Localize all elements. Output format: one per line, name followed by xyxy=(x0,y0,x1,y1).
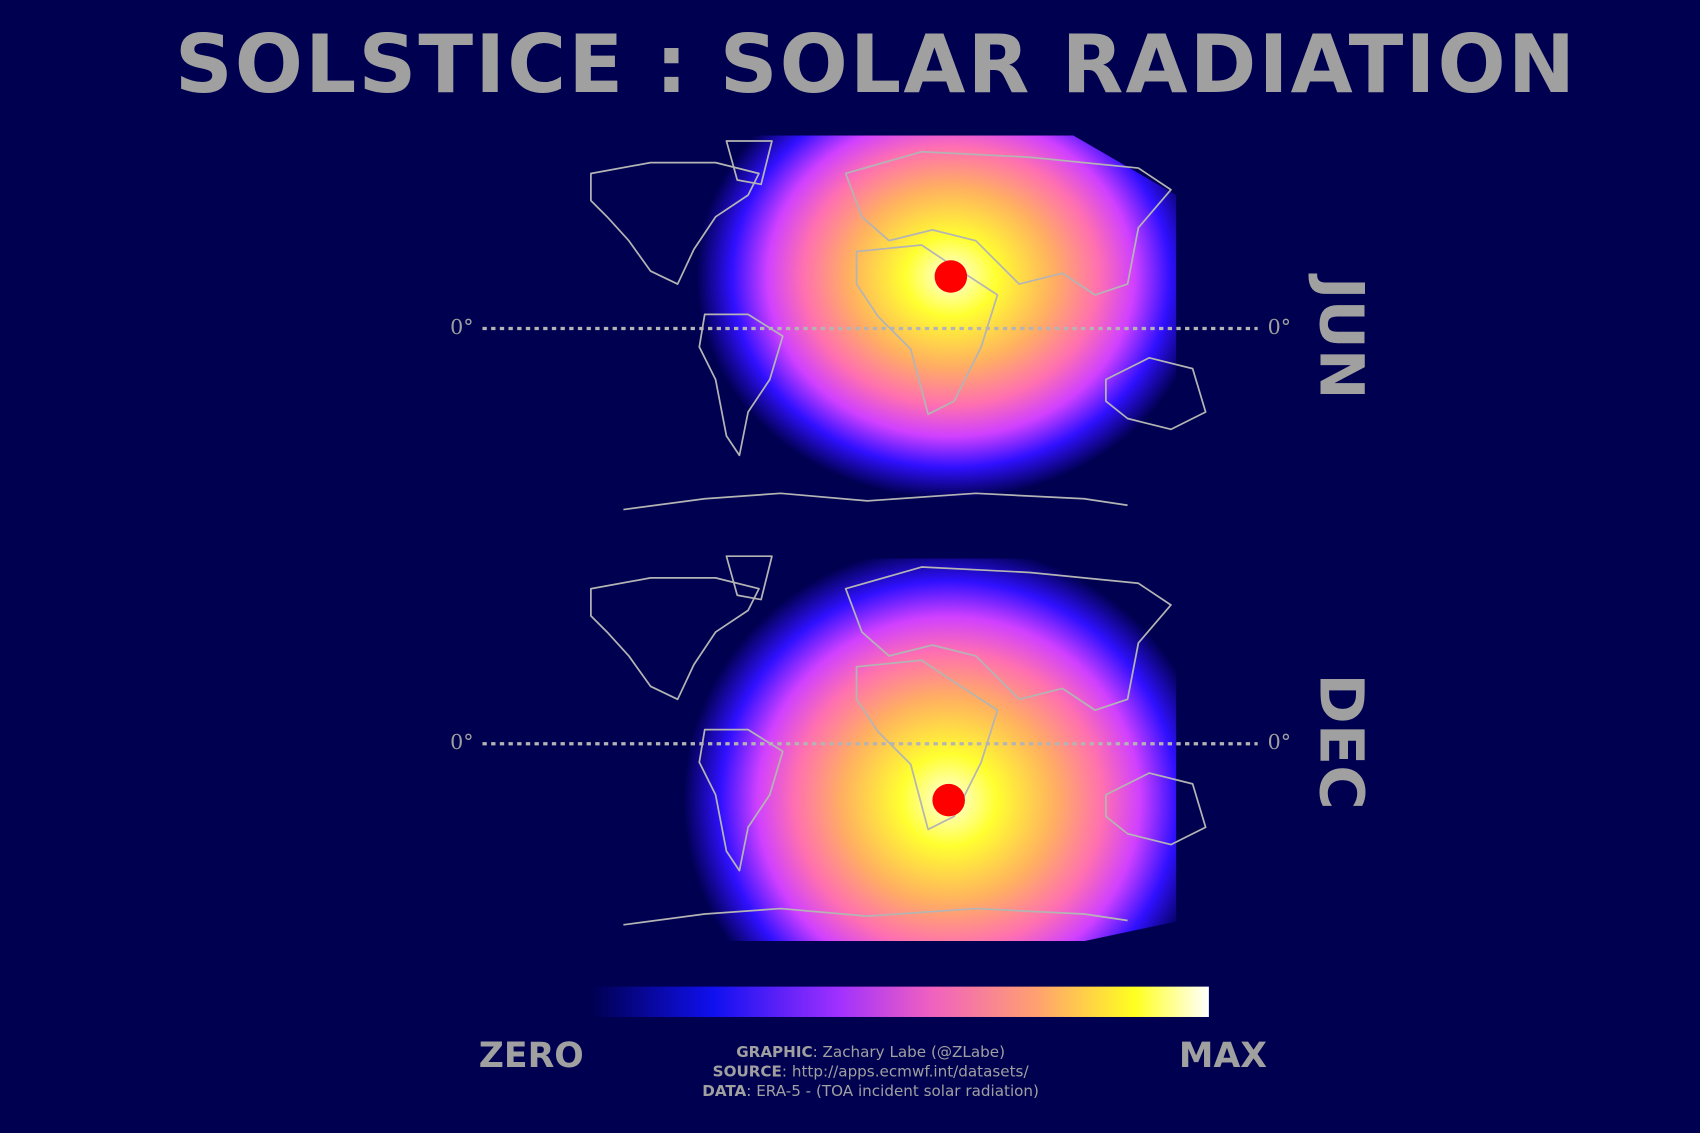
credit: SOURCE: http://apps.ecmwf.int/datasets/ xyxy=(713,1063,1030,1081)
equator-label: 0° xyxy=(1268,730,1291,754)
credit-text: : http://apps.ecmwf.int/datasets/ xyxy=(782,1063,1030,1081)
colorbar xyxy=(590,986,1209,1017)
colorbar-min: ZERO xyxy=(479,1036,584,1076)
subsolar-point xyxy=(932,783,965,817)
month-label: JUN xyxy=(1306,273,1376,400)
credit-text: : Zachary Labe (@ZLabe) xyxy=(813,1043,1005,1061)
month-label: DEC xyxy=(1306,673,1376,809)
equator-label: 0° xyxy=(450,730,473,754)
radiation-field xyxy=(585,558,1177,942)
map-june: 0° 0° JUN xyxy=(450,135,1376,532)
credit-key: GRAPHIC xyxy=(736,1043,812,1061)
credit-key: DATA xyxy=(702,1082,746,1100)
subsolar-point xyxy=(934,260,968,293)
map-december: 0° 0° DEC xyxy=(450,555,1376,942)
colorbar-max: MAX xyxy=(1179,1036,1267,1076)
credit: GRAPHIC: Zachary Labe (@ZLabe) xyxy=(736,1043,1005,1061)
credit-key: SOURCE xyxy=(713,1063,782,1081)
credit: DATA: ERA-5 - (TOA incident solar radiat… xyxy=(702,1082,1039,1100)
radiation-field xyxy=(585,135,1177,532)
title: SOLSTICE : SOLAR RADIATION xyxy=(175,18,1577,111)
equator-label: 0° xyxy=(450,315,473,339)
equator-label: 0° xyxy=(1268,315,1291,339)
canvas: SOLSTICE : SOLAR RADIATION 0° 0° JUN 0° … xyxy=(175,18,1577,1100)
credit-text: : ERA-5 - (TOA incident solar radiation) xyxy=(746,1082,1039,1100)
